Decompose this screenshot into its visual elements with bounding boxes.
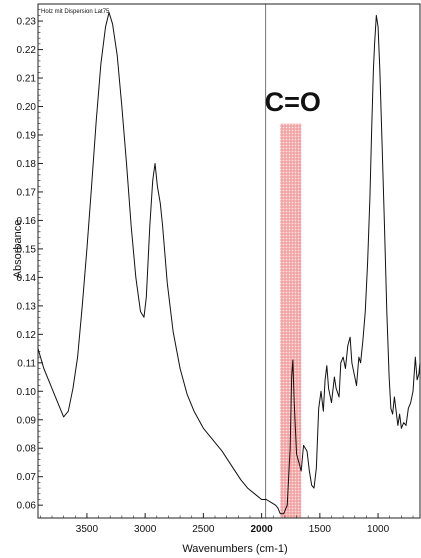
carbonyl-annotation: C=O: [265, 87, 321, 117]
y-tick-label: 0.17: [17, 187, 37, 198]
x-tick-label: 1500: [309, 524, 332, 535]
y-tick-label: 0.06: [17, 501, 37, 512]
y-tick-label: 0.07: [17, 472, 37, 483]
x-tick-label: 1000: [367, 524, 390, 535]
y-tick-label: 0.08: [17, 444, 37, 455]
y-axis-title: Absorbance: [12, 220, 24, 279]
x-tick-label: 3000: [134, 524, 157, 535]
y-tick-label: 0.09: [17, 415, 37, 426]
y-tick-label: 0.21: [17, 74, 37, 85]
y-tick-label: 0.15: [17, 244, 37, 255]
y-tick-label: 0.10: [17, 387, 37, 398]
plot-frame: [37, 3, 421, 519]
y-tick-label: 0.16: [17, 216, 37, 227]
y-tick-label: 0.23: [17, 17, 37, 28]
x-tick-label: 2000: [250, 524, 273, 535]
spectrum-line: [37, 12, 421, 515]
y-tick-label: 0.19: [17, 130, 37, 141]
x-tick-label: 2500: [192, 524, 215, 535]
y-tick-label: 0.14: [17, 273, 37, 284]
x-axis-title: Wavenumbers (cm-1): [182, 543, 287, 555]
x-tick-label: 3500: [76, 524, 99, 535]
y-tick-label: 0.13: [17, 301, 37, 312]
y-tick-label: 0.12: [17, 330, 37, 341]
y-tick-label: 0.22: [17, 45, 37, 56]
chart-title: Holz mit Dispersion Lat75: [41, 9, 110, 15]
y-tick-label: 0.20: [17, 102, 37, 113]
carbonyl-highlight-band: [280, 123, 302, 518]
y-tick-label: 0.18: [17, 159, 37, 170]
y-tick-label: 0.11: [17, 358, 36, 369]
